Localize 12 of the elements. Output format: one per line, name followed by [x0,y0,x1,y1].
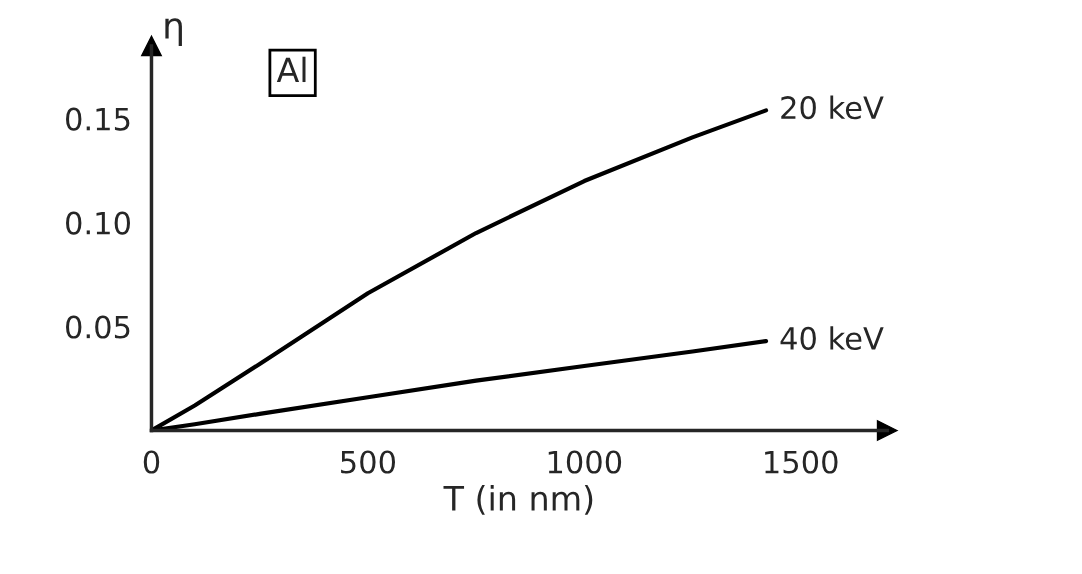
x-axis-title: T (in nm) [443,485,593,515]
y-tick-label: 0.15 [66,107,130,131]
x-tick-label: 1000 [548,450,622,474]
y-tick-label: 0.10 [66,211,131,235]
y-axis-title: η [165,18,182,46]
annotation: Al [276,56,306,83]
y-tick-label: 0.05 [66,315,130,339]
x-tick-label: 0 [143,450,160,474]
x-tick-label: 500 [341,450,396,474]
series-label: 20 keV [781,95,884,120]
series-label: 40 keV [780,326,884,350]
x-tick-label: 1500 [765,450,838,474]
